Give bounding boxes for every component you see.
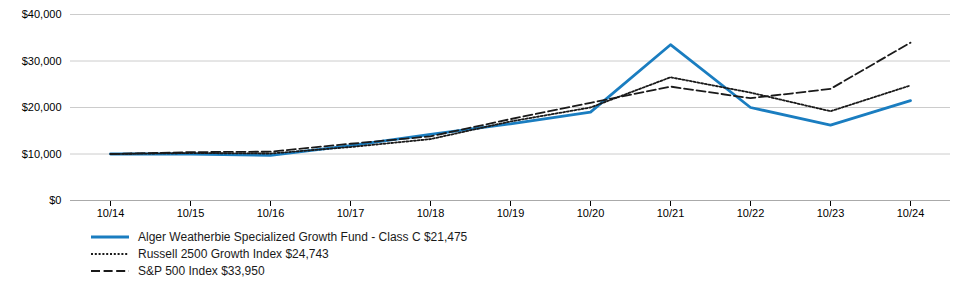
svg-text:$10,000: $10,000 — [22, 148, 62, 160]
svg-text:10/23: 10/23 — [817, 207, 845, 219]
svg-text:10/21: 10/21 — [657, 207, 685, 219]
html-text:Alger Weatherbie Specialized G: Alger Weatherbie Specialized Growth Fund… — [138, 230, 468, 244]
svg-text:$40,000: $40,000 — [22, 8, 62, 20]
svg-text:$30,000: $30,000 — [22, 55, 62, 67]
svg-text:10/17: 10/17 — [337, 207, 365, 219]
svg-text:$20,000: $20,000 — [22, 101, 62, 113]
svg-text:10/14: 10/14 — [97, 207, 125, 219]
html-text:Russell 2500 Growth Index $24,: Russell 2500 Growth Index $24,743 — [138, 247, 329, 261]
svg-text:10/24: 10/24 — [897, 207, 925, 219]
svg-text:10/22: 10/22 — [737, 207, 765, 219]
svg-text:10/19: 10/19 — [497, 207, 525, 219]
svg-text:10/18: 10/18 — [417, 207, 445, 219]
svg-text:10/15: 10/15 — [177, 207, 205, 219]
html-text:S&P 500 Index $33,950: S&P 500 Index $33,950 — [138, 264, 265, 278]
svg-text:$0: $0 — [49, 194, 61, 206]
svg-text:10/16: 10/16 — [257, 207, 285, 219]
svg-text:10/20: 10/20 — [577, 207, 605, 219]
